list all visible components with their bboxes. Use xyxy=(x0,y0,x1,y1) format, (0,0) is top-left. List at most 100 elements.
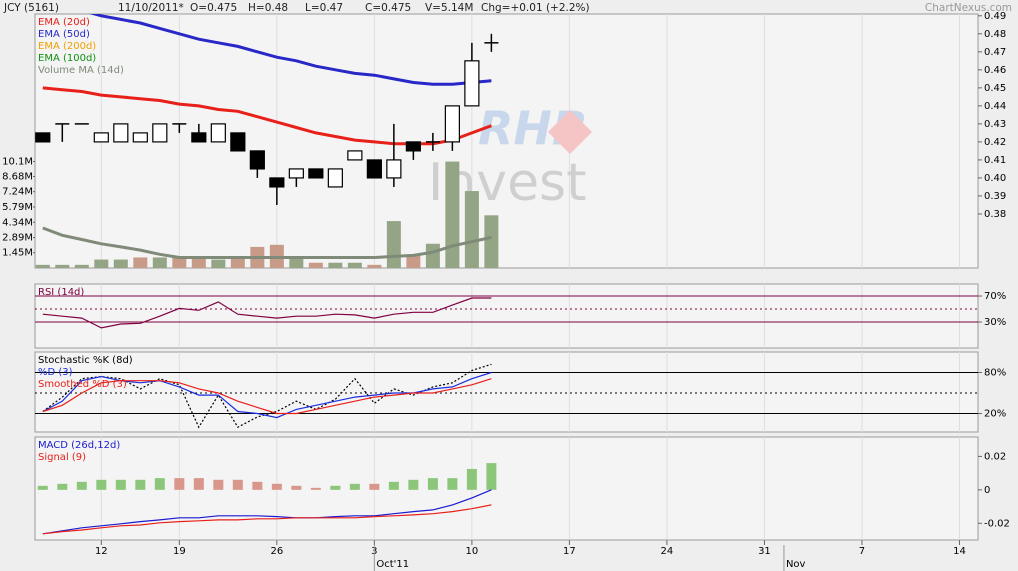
x-tick-label: 26 xyxy=(270,546,283,557)
volume-bar xyxy=(367,264,382,268)
y-tick-label: 80% xyxy=(984,368,1006,379)
y2-tick-label: 1.45M xyxy=(2,248,33,259)
volume-bar xyxy=(211,259,226,268)
candle-body xyxy=(347,150,363,161)
ticker-title: JCY (5161) xyxy=(3,2,59,14)
header-field: Chg=+0.01 (+2.2%) xyxy=(481,2,590,14)
volume-bar xyxy=(484,215,499,268)
candle-body xyxy=(230,132,246,152)
x-tick-label: 7 xyxy=(859,546,865,557)
source: ChartNexus.com xyxy=(925,2,1012,14)
y-tick-label: 0.47 xyxy=(984,47,1006,58)
candle-body xyxy=(113,123,129,143)
histogram-bar xyxy=(96,479,107,490)
volume-bar xyxy=(74,264,89,268)
candle-body xyxy=(210,123,226,143)
candle-body xyxy=(269,177,285,188)
indicator-line xyxy=(42,371,492,419)
histogram-bar xyxy=(252,481,263,490)
histogram-bar xyxy=(349,483,360,490)
candle-body xyxy=(405,141,421,152)
histogram-bar xyxy=(447,478,458,490)
x-tick-label: 12 xyxy=(95,546,108,557)
y-tick-label: 0.38 xyxy=(984,209,1006,220)
panel-content xyxy=(35,284,978,348)
histogram-bar xyxy=(154,478,165,490)
candle-body xyxy=(464,60,480,107)
volume-bar xyxy=(347,262,362,268)
legend-entry: MACD (26d,12d) xyxy=(38,440,120,451)
y-tick-label: 0.42 xyxy=(984,137,1006,148)
panel-content xyxy=(35,352,978,432)
legend-entry: %D (3) xyxy=(38,367,73,378)
histogram-bar xyxy=(271,483,282,490)
y-tick-label: 0 xyxy=(984,485,990,496)
volume-bar xyxy=(425,243,440,268)
candle-body xyxy=(288,168,304,179)
volume-bar xyxy=(230,257,245,268)
panel xyxy=(34,351,979,433)
x-tick-label: 19 xyxy=(173,546,186,557)
histogram-bar xyxy=(57,483,68,490)
volume-bar xyxy=(328,262,343,268)
legend-entry: RSI (14d) xyxy=(38,287,84,298)
indicator-line xyxy=(42,504,492,535)
indicator-line xyxy=(42,363,492,429)
y-tick-label: 0.48 xyxy=(984,29,1006,40)
x-tick-label: 17 xyxy=(563,546,576,557)
indicator-line xyxy=(42,489,492,535)
candle-body xyxy=(386,159,402,179)
legend-entry: EMA (50d) xyxy=(38,29,90,40)
candle-body xyxy=(35,132,51,143)
y-tick-label: 20% xyxy=(984,409,1006,420)
candle-body xyxy=(308,168,324,179)
y2-tick-label: 4.34M xyxy=(2,217,33,228)
histogram-bar xyxy=(330,485,341,490)
candle-body xyxy=(249,150,265,170)
y-tick-label: 0.45 xyxy=(984,83,1006,94)
volume-bar xyxy=(289,257,304,268)
y-tick-label: 0.41 xyxy=(984,155,1006,166)
legend-entry: EMA (200d) xyxy=(38,41,96,52)
y-tick-label: -0.02 xyxy=(984,518,1010,529)
indicator-line xyxy=(89,14,492,86)
watermark-diamond xyxy=(548,110,592,154)
x-tick-label: 10 xyxy=(466,546,479,557)
legend-entry: Volume MA (14d) xyxy=(38,65,124,76)
y2-tick-label: 10.1M xyxy=(2,157,33,168)
header-field: L=0.47 xyxy=(305,2,343,14)
candle-body xyxy=(93,132,109,143)
indicator-line xyxy=(42,226,492,259)
histogram-bar xyxy=(369,483,380,490)
volume-bar xyxy=(445,161,460,268)
indicator-line xyxy=(42,378,492,415)
panel xyxy=(34,283,979,349)
histogram-bar xyxy=(76,481,87,490)
panel xyxy=(34,436,979,541)
candle-body xyxy=(366,159,382,179)
volume-bar xyxy=(113,259,128,268)
histogram-bar xyxy=(115,479,126,490)
month-label: Nov xyxy=(786,559,806,570)
y-tick-label: 0.39 xyxy=(984,191,1006,202)
volume-bar xyxy=(133,257,148,268)
y-tick-label: 0.02 xyxy=(984,451,1006,462)
y-tick-label: 0.44 xyxy=(984,101,1006,112)
volume-bar xyxy=(55,264,70,268)
header-field: C=0.475 xyxy=(365,2,411,14)
indicator-line xyxy=(42,297,492,329)
header-field: 11/10/2011* xyxy=(118,2,184,14)
histogram-bar xyxy=(466,468,477,490)
legend-entry: Smoothed %D (3) xyxy=(38,379,127,390)
header-field: V=5.14M xyxy=(425,2,473,14)
histogram-bar xyxy=(310,487,321,490)
histogram-bar xyxy=(37,485,48,490)
volume-bar xyxy=(191,257,206,268)
volume-bar xyxy=(35,264,50,268)
y2-tick-label: 2.89M xyxy=(2,233,33,244)
x-tick-label: 14 xyxy=(953,546,966,557)
header-field: O=0.475 xyxy=(190,2,237,14)
candle-body xyxy=(191,132,207,143)
y-tick-label: 0.46 xyxy=(984,65,1006,76)
